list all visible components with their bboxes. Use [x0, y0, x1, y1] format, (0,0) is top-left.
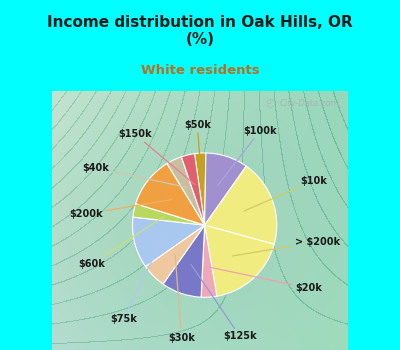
Text: $30k: $30k: [168, 254, 195, 343]
Text: $20k: $20k: [207, 267, 322, 293]
Text: $125k: $125k: [191, 265, 256, 341]
Wedge shape: [146, 225, 205, 284]
Text: City-Data.com: City-Data.com: [279, 99, 339, 108]
Text: Income distribution in Oak Hills, OR
(%): Income distribution in Oak Hills, OR (%): [47, 15, 353, 47]
Wedge shape: [133, 204, 205, 225]
Text: $10k: $10k: [244, 176, 327, 211]
Wedge shape: [205, 153, 246, 225]
Wedge shape: [167, 157, 205, 225]
Text: ◴: ◴: [265, 99, 275, 109]
Text: $200k: $200k: [70, 199, 172, 219]
Text: $100k: $100k: [218, 126, 277, 186]
Wedge shape: [132, 217, 205, 266]
Wedge shape: [205, 166, 277, 244]
Wedge shape: [181, 154, 205, 225]
Text: White residents: White residents: [141, 64, 259, 77]
Text: $75k: $75k: [110, 236, 164, 324]
Wedge shape: [194, 153, 206, 225]
Text: $40k: $40k: [82, 163, 187, 188]
Wedge shape: [205, 225, 274, 296]
Text: $60k: $60k: [78, 217, 164, 269]
Wedge shape: [136, 163, 205, 225]
Wedge shape: [163, 225, 205, 297]
Wedge shape: [201, 225, 217, 297]
Text: $150k: $150k: [118, 130, 195, 185]
Text: > $200k: > $200k: [232, 237, 340, 256]
Text: $50k: $50k: [184, 120, 211, 184]
